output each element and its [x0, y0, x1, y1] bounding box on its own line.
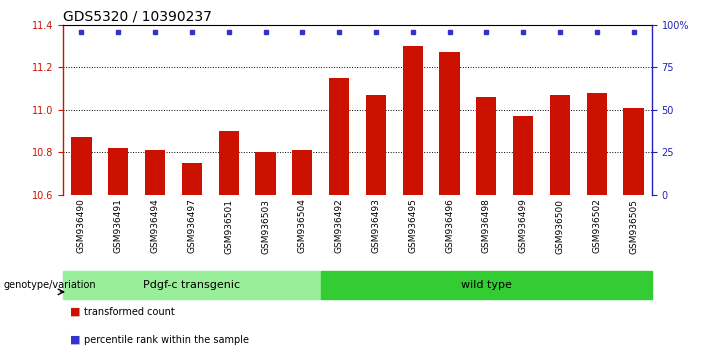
- Bar: [182, 163, 202, 195]
- Text: ■: ■: [70, 307, 81, 316]
- Text: GSM936505: GSM936505: [629, 199, 638, 253]
- Text: GSM936491: GSM936491: [114, 199, 123, 253]
- Bar: [255, 152, 275, 195]
- Bar: [72, 137, 92, 195]
- Text: Pdgf-c transgenic: Pdgf-c transgenic: [143, 280, 240, 290]
- Bar: [366, 95, 386, 195]
- Text: GSM936496: GSM936496: [445, 199, 454, 253]
- Bar: [145, 150, 165, 195]
- Text: GSM936500: GSM936500: [555, 199, 564, 253]
- Text: GSM936498: GSM936498: [482, 199, 491, 253]
- Bar: [476, 97, 496, 195]
- Text: GSM936499: GSM936499: [519, 199, 528, 253]
- FancyBboxPatch shape: [63, 271, 320, 299]
- Text: GSM936501: GSM936501: [224, 199, 233, 253]
- Text: percentile rank within the sample: percentile rank within the sample: [84, 335, 249, 345]
- Text: GSM936495: GSM936495: [408, 199, 417, 253]
- Bar: [329, 78, 349, 195]
- Text: GDS5320 / 10390237: GDS5320 / 10390237: [63, 10, 212, 24]
- Bar: [440, 52, 460, 195]
- Text: GSM936492: GSM936492: [334, 199, 343, 253]
- Bar: [550, 95, 570, 195]
- Text: ■: ■: [70, 335, 81, 345]
- Text: GSM936504: GSM936504: [298, 199, 307, 253]
- Text: GSM936494: GSM936494: [151, 199, 160, 253]
- Bar: [587, 93, 607, 195]
- Bar: [292, 150, 313, 195]
- Text: wild type: wild type: [461, 280, 512, 290]
- Bar: [513, 116, 533, 195]
- Text: GSM936502: GSM936502: [592, 199, 601, 253]
- Text: GSM936490: GSM936490: [77, 199, 86, 253]
- Text: GSM936503: GSM936503: [261, 199, 270, 253]
- Bar: [623, 108, 644, 195]
- FancyBboxPatch shape: [320, 271, 652, 299]
- Text: GSM936497: GSM936497: [187, 199, 196, 253]
- Bar: [219, 131, 239, 195]
- Text: GSM936493: GSM936493: [372, 199, 381, 253]
- Text: transformed count: transformed count: [84, 307, 175, 316]
- Text: genotype/variation: genotype/variation: [4, 280, 96, 290]
- Bar: [402, 46, 423, 195]
- Bar: [108, 148, 128, 195]
